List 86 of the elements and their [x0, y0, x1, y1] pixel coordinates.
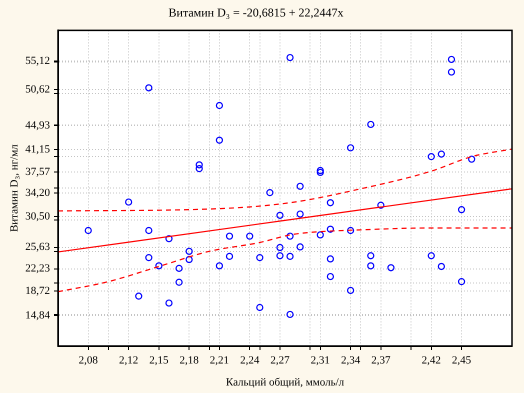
point [316, 168, 324, 176]
point [448, 56, 456, 64]
point [326, 255, 334, 262]
x-tick-label: 2,27 [270, 354, 290, 366]
point [387, 264, 395, 272]
point [286, 252, 294, 260]
chart-title: Витамин D₃ = -20,6815 + 22,2447x [168, 5, 344, 20]
x-tick-label: 2,34 [340, 354, 361, 366]
point [326, 272, 334, 280]
x-tick-label: 2,37 [371, 354, 391, 366]
x-tick-label: 2,45 [452, 354, 472, 366]
point [196, 165, 203, 172]
point [155, 262, 162, 270]
y-tick-label: 34,20 [25, 187, 50, 200]
point [296, 210, 304, 218]
point [125, 198, 132, 206]
point [145, 254, 152, 262]
point [266, 189, 274, 196]
point [316, 231, 324, 239]
point [216, 102, 224, 110]
point [226, 232, 234, 240]
y-tick-label: 25,63 [25, 241, 50, 254]
y-tick-label: 44,93 [25, 119, 50, 132]
point [326, 199, 334, 206]
point [276, 252, 284, 260]
x-tick-label: 2,12 [118, 354, 138, 366]
point [367, 262, 374, 270]
point [165, 235, 173, 242]
point [186, 248, 193, 255]
y-tick-label: 14,84 [25, 309, 50, 322]
point [346, 286, 354, 294]
point [326, 226, 334, 233]
y-tick-label: 18,72 [25, 284, 50, 297]
y-tick-label: 50,62 [25, 83, 50, 96]
point [316, 166, 324, 174]
y-tick-label: 37,57 [25, 166, 50, 178]
point [367, 120, 374, 128]
point [468, 156, 476, 163]
x-tick-label: 2,31 [310, 354, 330, 366]
point [448, 68, 456, 76]
x-tick-label: 2,42 [422, 354, 441, 366]
y-tick-label: 55,12 [25, 55, 50, 68]
point [84, 226, 92, 234]
point [377, 202, 384, 209]
x-axis-title: Кальций общий, ммоль/л [226, 376, 345, 388]
x-tick-label: 2,24 [240, 354, 260, 366]
point [256, 304, 264, 312]
point [428, 153, 435, 160]
point [145, 84, 152, 92]
point [438, 262, 445, 270]
point [296, 182, 304, 190]
point [216, 262, 224, 270]
point [286, 232, 294, 240]
x-tick-label: 2,21 [210, 354, 230, 366]
line-series [58, 227, 512, 292]
point [135, 292, 142, 300]
point [246, 232, 254, 240]
y-tick-label: 30,50 [25, 210, 50, 222]
y-tick-label: 41,15 [25, 143, 50, 156]
point [286, 310, 294, 318]
point [226, 252, 234, 260]
point [367, 252, 374, 260]
point [216, 136, 224, 144]
point [165, 299, 173, 307]
point [346, 144, 354, 152]
point [286, 54, 294, 62]
point [428, 252, 435, 260]
point [175, 278, 183, 286]
y-tick-label: 22,23 [25, 262, 50, 275]
point [458, 206, 466, 214]
point [186, 256, 193, 264]
line-series [58, 148, 512, 212]
x-tick-label: 2,15 [149, 354, 170, 366]
y-axis-title: Витамин D₃, нг/мл [8, 144, 20, 232]
point [145, 226, 152, 234]
point [175, 264, 183, 272]
point [276, 244, 284, 252]
point [196, 161, 203, 168]
x-tick-label: 2,08 [78, 354, 98, 366]
point [458, 278, 466, 286]
point [296, 243, 304, 250]
x-tick-label: 2,18 [180, 354, 200, 366]
point [256, 254, 264, 262]
point [346, 226, 354, 234]
point [438, 150, 445, 158]
point [276, 212, 284, 219]
